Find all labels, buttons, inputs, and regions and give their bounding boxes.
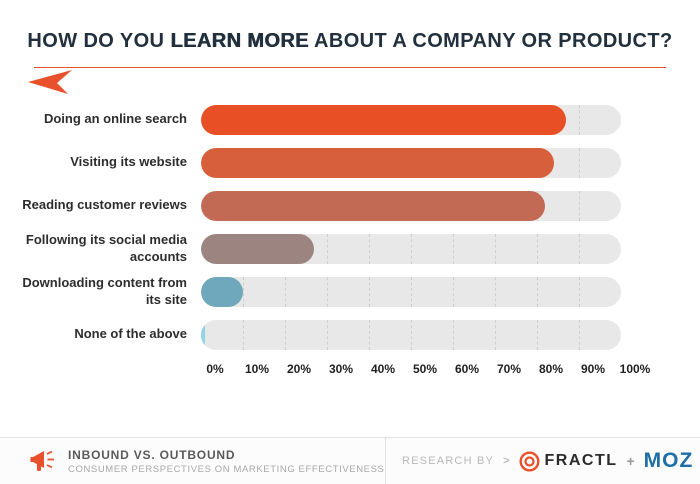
bar bbox=[201, 233, 315, 264]
bar-chart: Doing an online search Visiting its websi… bbox=[15, 98, 700, 380]
gridline bbox=[285, 276, 286, 307]
gridline bbox=[537, 276, 538, 307]
gridline bbox=[411, 276, 412, 307]
title-prefix: How do you bbox=[27, 30, 171, 52]
gridline bbox=[369, 233, 370, 264]
gridline bbox=[411, 233, 412, 264]
bar bbox=[201, 190, 546, 221]
header: How do you learn more about a company or… bbox=[0, 0, 700, 94]
footer: INBOUND VS. OUTBOUND CONSUMER PERSPECTIV… bbox=[0, 437, 700, 484]
gridline bbox=[453, 319, 454, 350]
research-arrow: > bbox=[503, 455, 510, 467]
gridline bbox=[369, 276, 370, 307]
gridline bbox=[579, 233, 580, 264]
gridline bbox=[411, 319, 412, 350]
gridline bbox=[579, 276, 580, 307]
fractl-wordmark: FRACTL bbox=[544, 452, 618, 469]
chart-row: None of the above bbox=[15, 313, 700, 356]
bar-track bbox=[201, 190, 621, 221]
footer-brand: INBOUND VS. OUTBOUND CONSUMER PERSPECTIV… bbox=[0, 438, 386, 484]
megaphone-icon bbox=[30, 450, 54, 471]
gridline bbox=[495, 319, 496, 350]
gridline bbox=[453, 233, 454, 264]
x-axis-tick: 60% bbox=[454, 362, 480, 376]
title-emphasis: learn more bbox=[170, 30, 309, 52]
x-axis-tick: 70% bbox=[496, 362, 522, 376]
chart-row: Visiting its website bbox=[15, 141, 700, 184]
chart-row: Following its social media accounts bbox=[15, 227, 700, 270]
bar-track bbox=[201, 233, 621, 264]
arrow-decoration-icon bbox=[28, 70, 72, 94]
x-axis-tick: 10% bbox=[244, 362, 270, 376]
bar-label: None of the above bbox=[74, 326, 187, 342]
chart-rows: Doing an online search Visiting its websi… bbox=[15, 98, 700, 356]
gridline bbox=[327, 276, 328, 307]
x-axis: 0% 10% 20% 30% 40% 50% 60% 70% 80% 90% 100% bbox=[206, 356, 650, 380]
x-axis-tick: 100% bbox=[619, 362, 651, 376]
chart-row: Downloading content from its site bbox=[15, 270, 700, 313]
fractl-spiral-icon bbox=[518, 450, 540, 472]
gridline bbox=[495, 233, 496, 264]
bar-label: Doing an online search bbox=[43, 111, 187, 127]
bar-label: Following its social media accounts bbox=[25, 232, 187, 264]
bar-track bbox=[201, 319, 621, 350]
bar bbox=[201, 276, 243, 307]
chart-row: Reading customer reviews bbox=[15, 184, 700, 227]
bar-track bbox=[201, 147, 621, 178]
title-suffix: about a company or product? bbox=[308, 30, 673, 52]
gridline bbox=[537, 233, 538, 264]
gridline bbox=[579, 104, 580, 135]
bar-label: Downloading content from its site bbox=[22, 275, 187, 307]
bar-track bbox=[201, 104, 621, 135]
bar-label: Visiting its website bbox=[70, 154, 187, 170]
x-axis-tick: 90% bbox=[580, 362, 606, 376]
moz-wordmark: MOZ bbox=[643, 449, 694, 472]
gridline bbox=[579, 319, 580, 350]
page-title: How do you learn more about a company or… bbox=[0, 30, 700, 53]
gridline bbox=[579, 190, 580, 221]
bar bbox=[201, 147, 554, 178]
gridline bbox=[243, 276, 244, 307]
fractl-logo: FRACTL bbox=[518, 450, 618, 472]
gridline bbox=[369, 319, 370, 350]
footer-brand-title: INBOUND VS. OUTBOUND bbox=[68, 447, 236, 462]
bar bbox=[201, 104, 567, 135]
chart-row: Doing an online search bbox=[15, 98, 700, 141]
bar bbox=[201, 319, 206, 350]
footer-brand-subtitle: CONSUMER PERSPECTIVES ON MARKETING EFFEC… bbox=[68, 463, 385, 475]
x-axis-tick: 0% bbox=[206, 362, 224, 376]
gridline bbox=[285, 319, 286, 350]
x-axis-tick: 80% bbox=[538, 362, 564, 376]
x-axis-tick: 40% bbox=[370, 362, 396, 376]
x-axis-tick: 50% bbox=[412, 362, 438, 376]
title-divider bbox=[34, 67, 666, 68]
gridline bbox=[579, 147, 580, 178]
bar-track bbox=[201, 276, 621, 307]
gridline bbox=[327, 319, 328, 350]
x-axis-tick: 30% bbox=[328, 362, 354, 376]
bar-label: Reading customer reviews bbox=[22, 197, 187, 213]
footer-brand-text: INBOUND VS. OUTBOUND CONSUMER PERSPECTIV… bbox=[68, 448, 384, 475]
footer-research: RESEARCH BY > FRACTL + MOZ bbox=[386, 438, 700, 484]
gridline bbox=[453, 276, 454, 307]
gridline bbox=[537, 319, 538, 350]
gridline bbox=[243, 319, 244, 350]
plus-separator: + bbox=[626, 453, 635, 469]
gridline bbox=[495, 276, 496, 307]
x-axis-tick: 20% bbox=[286, 362, 312, 376]
research-by-label: RESEARCH BY bbox=[402, 455, 495, 467]
gridline bbox=[327, 233, 328, 264]
